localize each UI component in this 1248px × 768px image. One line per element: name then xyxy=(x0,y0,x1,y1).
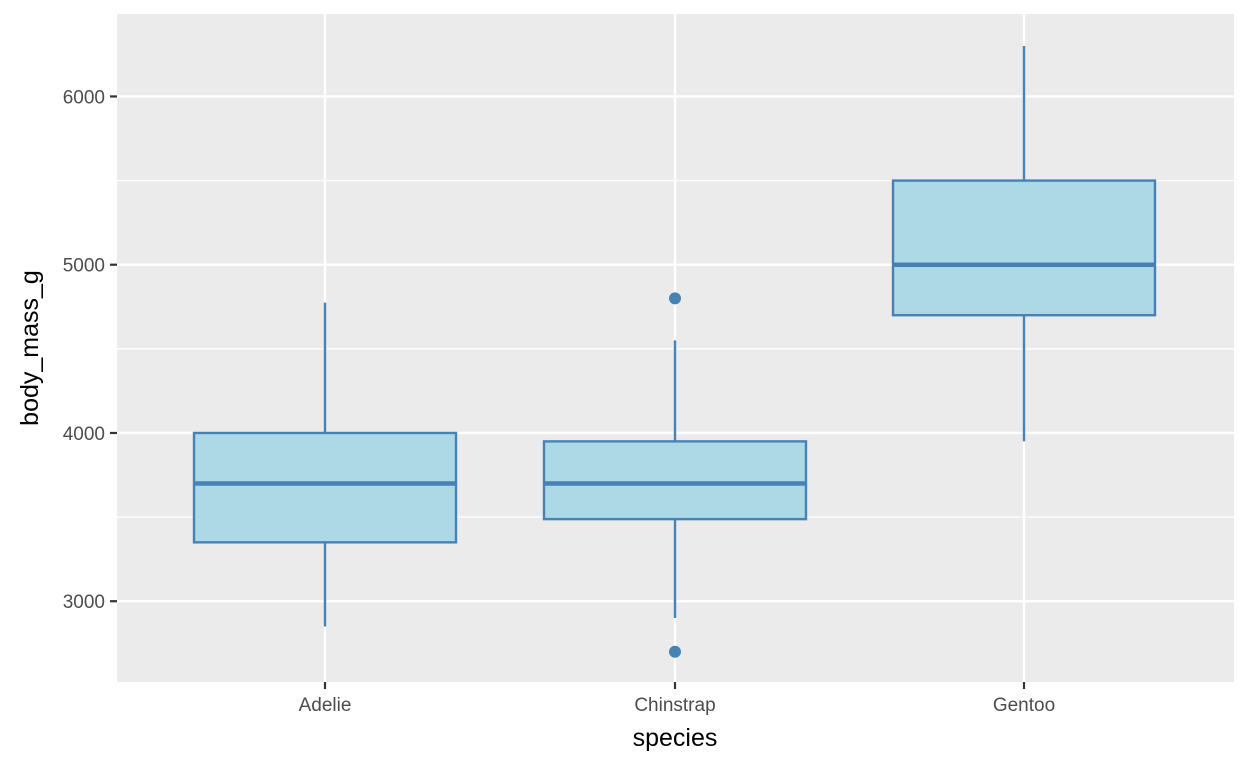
box-gentoo xyxy=(891,45,1157,442)
axes: 3000 4000 5000 6000 Adelie Chinstrap Gentoo xyxy=(63,87,1055,716)
y-tick-label: 3000 xyxy=(63,592,105,613)
y-tick-label: 6000 xyxy=(63,87,105,108)
x-axis-title: species xyxy=(633,724,718,752)
outlier-point xyxy=(669,292,681,305)
x-tick-label: Chinstrap xyxy=(634,695,715,716)
outlier-point xyxy=(669,645,681,658)
x-tick-label: Adelie xyxy=(299,695,352,716)
box-iqr xyxy=(891,179,1157,317)
box-adelie xyxy=(192,302,458,627)
y-axis-title: body_mass_g xyxy=(16,270,44,426)
box-chinstrap xyxy=(542,292,808,658)
y-tick-label: 4000 xyxy=(63,424,105,445)
box-layer xyxy=(192,45,1157,658)
box-iqr xyxy=(542,440,808,521)
box-iqr xyxy=(192,431,458,544)
x-tick-label: Gentoo xyxy=(993,695,1055,716)
y-tick-label: 5000 xyxy=(63,256,105,277)
